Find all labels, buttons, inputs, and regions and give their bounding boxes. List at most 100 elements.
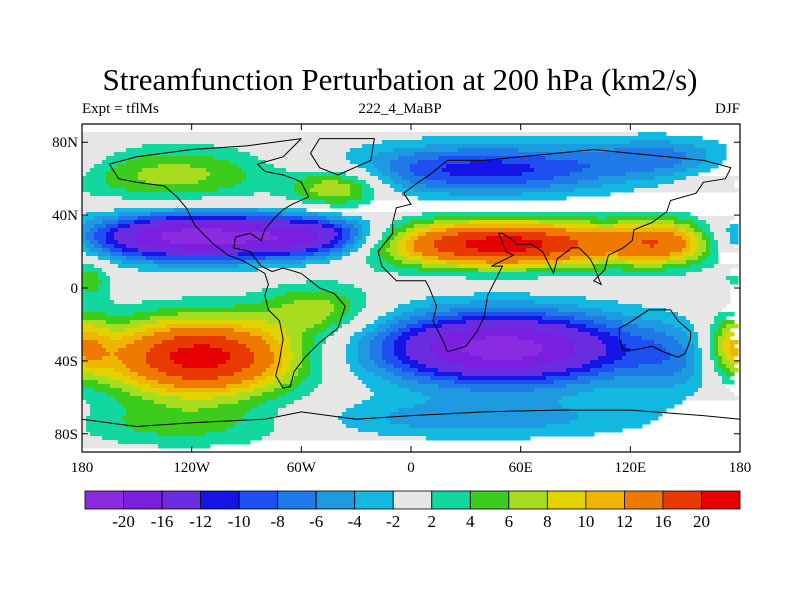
- contour-cell: [118, 240, 139, 245]
- contour-cell: [306, 176, 343, 181]
- contour-cell: [426, 328, 471, 333]
- contour-cell: [122, 252, 143, 257]
- contour-cell: [338, 416, 387, 421]
- contour-cell: [82, 320, 107, 325]
- contour-cell: [522, 172, 571, 177]
- colorbar: -20 -16 -12 -10 -8 -6 -4 -2 2 4 6 8 10 12 16 20: [84, 490, 741, 531]
- contour-cell: [214, 156, 259, 161]
- contour-cell: [306, 280, 339, 285]
- colorbar-swatch: [662, 490, 702, 510]
- colorbar-label: -4: [348, 512, 363, 531]
- contour-cell: [398, 328, 411, 333]
- contour-cell: [282, 364, 291, 369]
- contour-cell: [566, 384, 675, 389]
- contour-cell: [634, 188, 739, 193]
- contour-cell: [674, 224, 691, 229]
- contour-cell: [706, 248, 711, 253]
- contour-cell: [338, 280, 731, 285]
- colorbar-swatch: [585, 490, 625, 510]
- contour-cell: [346, 172, 371, 177]
- contour-cell: [82, 392, 107, 397]
- contour-cell: [410, 236, 419, 241]
- contour-cell: [122, 372, 139, 377]
- contour-cell: [326, 200, 347, 205]
- contour-cell: [274, 356, 283, 361]
- contour-cell: [622, 268, 667, 273]
- contour-cell: [258, 156, 347, 161]
- contour-cell: [566, 368, 591, 373]
- contour-cell: [82, 272, 99, 277]
- contour-cell: [686, 348, 695, 353]
- contour-cell: [250, 332, 271, 337]
- contour-cell: [470, 220, 539, 225]
- contour-cell: [82, 200, 303, 205]
- contour-cell: [322, 376, 359, 381]
- contour-cell: [614, 368, 683, 373]
- contour-cell: [586, 296, 731, 301]
- contour-cell: [674, 372, 695, 377]
- y-axis: 80N 40N 0 40S 80S: [52, 135, 740, 443]
- contour-cell: [278, 412, 343, 417]
- contour-cell: [350, 188, 363, 193]
- contour-cell: [350, 232, 359, 237]
- contour-cell: [534, 168, 583, 173]
- contour-cell: [726, 336, 731, 341]
- contour-cell: [430, 304, 579, 309]
- contour-cell: [730, 360, 739, 365]
- contour-cell: [698, 256, 707, 261]
- contour-cell: [338, 240, 347, 245]
- contour-cell: [722, 380, 735, 385]
- contour-cell: [82, 424, 87, 429]
- contour-cell: [298, 372, 311, 377]
- contour-cell: [702, 252, 711, 257]
- contour-cell: [526, 268, 607, 273]
- contour-cell: [622, 320, 663, 325]
- contour-cell: [586, 312, 623, 317]
- contour-cell: [714, 320, 723, 325]
- contour-cell: [538, 320, 571, 325]
- contour-cell: [574, 348, 607, 353]
- contour-cell: [138, 268, 259, 273]
- contour-cell: [290, 380, 303, 385]
- contour-cell: [82, 316, 151, 321]
- contour-cell: [126, 160, 231, 165]
- contour-cell: [658, 240, 687, 245]
- contour-cell: [98, 340, 135, 345]
- contour-cell: [406, 256, 423, 261]
- contour-cell: [666, 268, 703, 273]
- contour-cell: [82, 336, 111, 341]
- colorbar-swatch: [431, 490, 471, 510]
- contour-cell: [278, 236, 319, 241]
- contour-cell: [354, 332, 367, 337]
- contour-cell: [94, 388, 123, 393]
- contour-cell: [430, 376, 459, 381]
- contour-cell: [274, 428, 359, 433]
- contour-cell: [422, 264, 459, 269]
- contour-cell: [110, 276, 467, 281]
- contour-cell: [354, 372, 375, 377]
- contour-cell: [686, 396, 739, 401]
- contour-cell: [390, 184, 403, 189]
- contour-cell: [350, 248, 359, 253]
- contour-cell: [430, 396, 563, 401]
- contour-cell: [698, 248, 707, 253]
- colorbar-label: -12: [189, 512, 212, 531]
- contour-cell: [358, 340, 371, 345]
- experiment-label: Expt = tflMs: [82, 101, 159, 117]
- contour-cell: [142, 252, 167, 257]
- contour-cell: [570, 236, 683, 241]
- contour-cell: [386, 328, 399, 333]
- contour-cell: [378, 252, 391, 257]
- contour-cell: [82, 416, 87, 421]
- contour-cell: [290, 220, 319, 225]
- contour-cell: [290, 252, 315, 257]
- contour-cell: [118, 216, 139, 221]
- contour-cell: [370, 172, 383, 177]
- contour-cell: [318, 384, 367, 389]
- y-tick-label: 40N: [52, 208, 78, 224]
- contour-cell: [426, 436, 531, 441]
- contour-cell: [650, 244, 655, 249]
- contour-cell: [474, 292, 531, 297]
- contour-cell: [446, 228, 567, 233]
